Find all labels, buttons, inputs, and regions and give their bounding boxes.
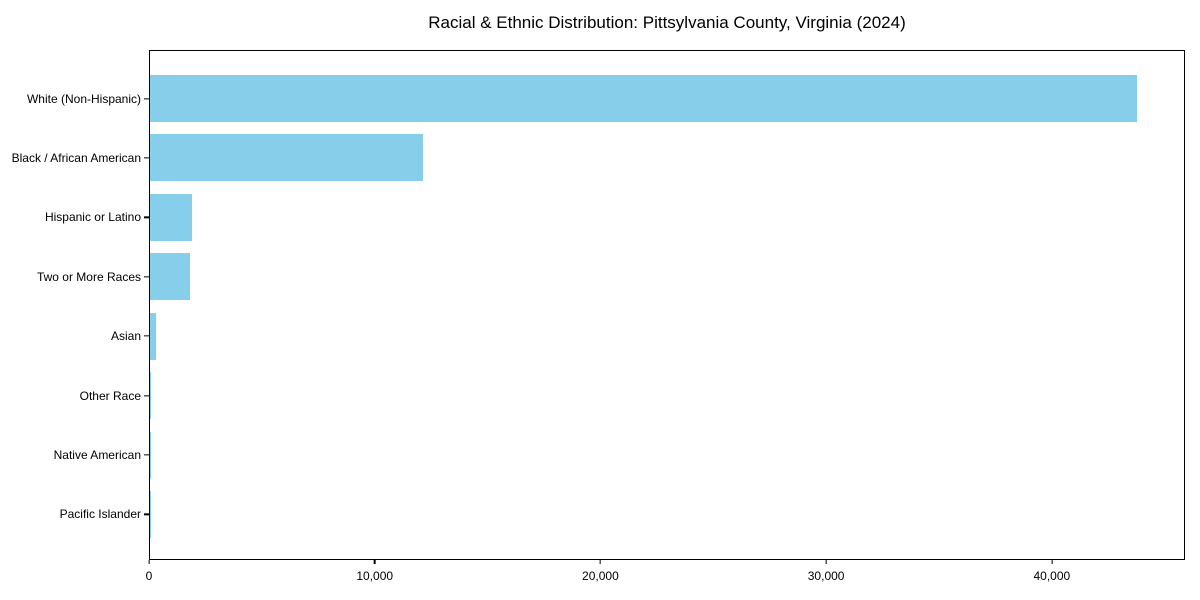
x-tick: 0: [145, 560, 153, 583]
y-axis-label: Pacific Islander: [59, 507, 141, 522]
y-axis-label: Black / African American: [11, 150, 141, 165]
y-axis-label: Two or More Races: [36, 269, 141, 284]
x-tick: 40,000: [1033, 560, 1070, 583]
bar: [150, 312, 157, 360]
bar: [150, 253, 190, 301]
y-tick-mark: [144, 276, 149, 278]
y-axis-label: Native American: [53, 448, 141, 463]
y-tick-mark: [144, 97, 149, 100]
bar-row: White (Non-Hispanic): [27, 75, 1184, 122]
y-tick-mark: [144, 216, 149, 218]
x-tick-label: 40,000: [1033, 569, 1071, 583]
x-tick-label: 0: [145, 569, 153, 583]
y-tick-mark: [144, 394, 149, 397]
x-axis: 0 10,000 20,000 30,000 40,000: [145, 560, 1185, 592]
bar: [150, 75, 1137, 122]
bar-row: Pacific Islander: [60, 490, 1184, 538]
y-tick-mark: [144, 335, 149, 337]
bar-row: Hispanic or Latino: [45, 193, 1184, 241]
plot-area: White (Non-Hispanic) Black / African Amer…: [12, 50, 1185, 560]
bar-row: Native American: [54, 431, 1184, 479]
bar: [150, 193, 192, 241]
x-tick-mark: [374, 560, 376, 564]
y-tick-mark: [144, 157, 149, 159]
x-tick-label: 20,000: [582, 569, 619, 583]
bar-row: Black / African American: [12, 134, 1184, 182]
y-axis-label: Hispanic or Latino: [44, 210, 141, 225]
y-axis-label: Other Race: [79, 388, 141, 403]
bar: [150, 372, 152, 420]
y-tick-mark: [144, 454, 149, 456]
x-tick: 30,000: [807, 560, 845, 583]
x-tick-mark: [1051, 560, 1053, 564]
x-tick: 20,000: [582, 560, 619, 583]
bar-row: Other Race: [80, 372, 1184, 420]
bar: [150, 431, 151, 479]
x-tick: 10,000: [356, 560, 393, 583]
bar-row: Asian: [111, 312, 1184, 360]
chart-title: Racial & Ethnic Distribution: Pittsylvan…: [428, 13, 906, 32]
x-tick-mark: [599, 560, 602, 564]
x-tick-mark: [148, 560, 150, 564]
x-tick-label: 10,000: [356, 569, 394, 583]
bar: [150, 134, 423, 182]
x-tick-mark: [825, 560, 827, 564]
y-axis-label: Asian: [110, 329, 141, 344]
x-tick-label: 30,000: [807, 569, 845, 583]
y-axis-label: White (Non-Hispanic): [26, 91, 141, 106]
y-tick-mark: [144, 513, 149, 516]
bar-row: Two or More Races: [37, 253, 1184, 301]
